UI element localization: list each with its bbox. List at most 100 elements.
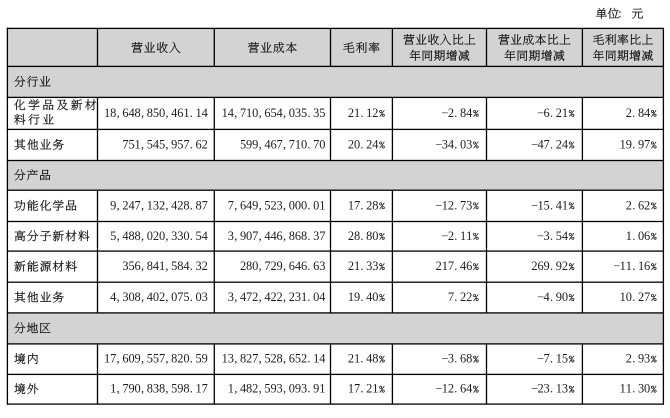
- svg-text:7: 7: [277, 137, 283, 151]
- svg-text:2: 2: [562, 259, 568, 273]
- svg-text:1: 1: [562, 106, 568, 120]
- svg-text:4: 4: [246, 198, 252, 212]
- svg-text:5: 5: [544, 198, 550, 212]
- svg-text:.: .: [632, 382, 635, 396]
- svg-text:.: .: [307, 229, 310, 243]
- svg-text:3: 3: [372, 259, 378, 273]
- svg-text:5: 5: [159, 137, 165, 151]
- svg-text:9: 9: [128, 382, 134, 396]
- svg-text:6: 6: [122, 106, 128, 120]
- svg-text:9: 9: [638, 137, 644, 151]
- svg-text:.: .: [190, 352, 193, 366]
- svg-text:5: 5: [196, 352, 202, 366]
- svg-text:2: 2: [644, 198, 650, 212]
- svg-text:2: 2: [301, 352, 307, 366]
- svg-text:1: 1: [626, 259, 632, 273]
- svg-text:2: 2: [537, 382, 543, 396]
- svg-text:,: ,: [165, 106, 168, 120]
- svg-text:.: .: [307, 137, 310, 151]
- svg-text:1: 1: [556, 352, 562, 366]
- svg-text:2: 2: [159, 198, 165, 212]
- svg-text:.: .: [550, 229, 553, 243]
- svg-text:.: .: [550, 382, 553, 396]
- svg-text:3: 3: [544, 382, 550, 396]
- svg-text:9: 9: [252, 137, 258, 151]
- svg-text:2: 2: [153, 229, 159, 243]
- svg-text:3: 3: [228, 229, 234, 243]
- svg-text:4: 4: [448, 137, 454, 151]
- svg-text:5: 5: [264, 352, 270, 366]
- svg-text:8: 8: [301, 229, 307, 243]
- svg-text:2: 2: [531, 259, 537, 273]
- svg-text:5: 5: [556, 229, 562, 243]
- svg-text:0: 0: [295, 198, 301, 212]
- svg-text:−: −: [435, 198, 442, 212]
- svg-text:3: 3: [313, 229, 319, 243]
- svg-text:.: .: [632, 290, 635, 304]
- svg-text:4: 4: [171, 198, 177, 212]
- svg-text:8: 8: [240, 352, 246, 366]
- svg-text:.: .: [360, 106, 363, 120]
- svg-text:5: 5: [147, 137, 153, 151]
- svg-text:8: 8: [183, 198, 189, 212]
- svg-text:.: .: [550, 259, 553, 273]
- svg-text:,: ,: [141, 137, 144, 151]
- svg-text:7: 7: [460, 198, 466, 212]
- svg-text:4: 4: [372, 137, 378, 151]
- svg-text:1: 1: [228, 382, 234, 396]
- svg-text:1: 1: [354, 259, 360, 273]
- svg-text:1: 1: [147, 198, 153, 212]
- svg-text:1: 1: [295, 137, 301, 151]
- svg-text:8: 8: [177, 259, 183, 273]
- svg-text:9: 9: [626, 137, 632, 151]
- svg-text:−: −: [435, 382, 442, 396]
- svg-text:1: 1: [354, 352, 360, 366]
- svg-text:2: 2: [348, 352, 354, 366]
- svg-text:8: 8: [460, 106, 466, 120]
- svg-text:.: .: [632, 106, 635, 120]
- svg-text:,: ,: [117, 106, 120, 120]
- svg-text:4: 4: [366, 352, 372, 366]
- svg-text:1: 1: [348, 382, 354, 396]
- svg-text:3: 3: [562, 382, 568, 396]
- svg-text:2: 2: [348, 259, 354, 273]
- svg-text:,: ,: [234, 290, 237, 304]
- svg-text:.: .: [454, 259, 457, 273]
- svg-text:8: 8: [246, 382, 252, 396]
- svg-text:6: 6: [537, 259, 543, 273]
- svg-text:.: .: [632, 352, 635, 366]
- svg-text:6: 6: [264, 106, 270, 120]
- svg-text:0: 0: [246, 229, 252, 243]
- svg-text:2: 2: [270, 198, 276, 212]
- svg-text:0: 0: [372, 290, 378, 304]
- svg-text:1: 1: [104, 106, 110, 120]
- svg-text:1: 1: [442, 198, 448, 212]
- svg-text:,: ,: [141, 229, 144, 243]
- svg-text:2: 2: [448, 382, 454, 396]
- svg-text:−: −: [531, 198, 538, 212]
- svg-text:.: .: [550, 198, 553, 212]
- svg-text:4: 4: [147, 290, 153, 304]
- svg-text:5: 5: [153, 106, 159, 120]
- svg-text:0: 0: [171, 290, 177, 304]
- svg-text:4: 4: [537, 137, 543, 151]
- svg-text:,: ,: [141, 198, 144, 212]
- svg-text:3: 3: [366, 259, 372, 273]
- svg-text:.: .: [190, 290, 193, 304]
- svg-text:7: 7: [354, 198, 360, 212]
- svg-text:2: 2: [177, 352, 183, 366]
- svg-text:,: ,: [141, 106, 144, 120]
- svg-text:1: 1: [562, 198, 568, 212]
- svg-text:.: .: [454, 229, 457, 243]
- svg-text:.: .: [454, 106, 457, 120]
- svg-text:.: .: [307, 290, 310, 304]
- svg-text:3: 3: [466, 137, 472, 151]
- svg-text:4: 4: [171, 106, 177, 120]
- svg-text:1: 1: [460, 229, 466, 243]
- svg-text:2: 2: [466, 290, 472, 304]
- svg-text:.: .: [454, 137, 457, 151]
- svg-text:8: 8: [159, 382, 165, 396]
- svg-text:4: 4: [128, 106, 134, 120]
- svg-text:,: ,: [117, 382, 120, 396]
- svg-text:2: 2: [270, 290, 276, 304]
